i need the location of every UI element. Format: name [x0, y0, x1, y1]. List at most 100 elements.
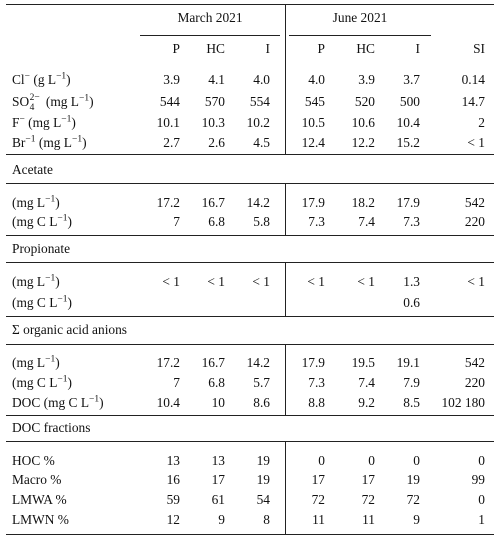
column-header: HC — [206, 41, 225, 56]
table-cell: 8.6 — [253, 395, 270, 410]
rule-march-group — [140, 35, 280, 36]
vsep-ions — [285, 5, 286, 155]
row-label-exponent: −1 — [45, 354, 56, 365]
row-label-close: ) — [67, 375, 72, 390]
table-cell: 61 — [211, 492, 225, 507]
table-cell: 10.5 — [301, 115, 325, 130]
ion-charge-stack: 2− 4 — [29, 93, 40, 113]
row-label: (mg L−1) — [12, 274, 60, 290]
table-cell: 19 — [256, 453, 270, 468]
ion-symbol: Br−1 — [12, 135, 36, 151]
table-cell: 3.7 — [403, 72, 420, 87]
table-cell: 14.7 — [461, 94, 485, 109]
vsep-doc — [285, 442, 286, 534]
rule-acetate-title — [6, 183, 494, 184]
column-header: I — [415, 41, 420, 56]
table-cell: 0 — [318, 453, 325, 468]
ion-symbol: F− — [12, 115, 25, 131]
row-label-text: DOC (mg C L — [12, 395, 89, 410]
ion-unit-close: ) — [89, 94, 94, 109]
column-header: HC — [356, 41, 375, 56]
table-cell: 11 — [362, 512, 375, 527]
table-cell: 4.1 — [208, 72, 225, 87]
ion-unit-exponent: −1 — [61, 114, 72, 125]
table-cell: 1 — [478, 512, 485, 527]
table-cell: 12.4 — [301, 135, 325, 150]
ion-label: Br−1 (mg L−1) — [12, 135, 87, 151]
table-cell: 17.9 — [396, 195, 420, 210]
row-label-close: ) — [55, 274, 60, 289]
table-cell: 570 — [204, 94, 225, 109]
table-cell: 17 — [311, 472, 325, 487]
ion-charge: 2− — [29, 93, 40, 103]
row-label-text: (mg L — [12, 195, 46, 210]
row-label: LMWA % — [12, 492, 67, 507]
table-cell: 14.2 — [246, 355, 270, 370]
row-label: (mg L−1) — [12, 195, 60, 211]
table-cell: 18.2 — [351, 195, 375, 210]
ion-unit-exponent: −1 — [78, 93, 90, 104]
table-cell: 7 — [173, 375, 180, 390]
vsep-acetate — [285, 184, 286, 235]
ion-symbol: Cl− — [12, 72, 30, 88]
table-cell: 1.3 — [403, 274, 420, 289]
column-header: SI — [473, 41, 485, 56]
ion-unit-close: ) — [71, 115, 76, 130]
row-label: (mg C L−1) — [12, 375, 72, 391]
row-label-text: (mg C L — [12, 295, 58, 310]
section-title-doc: DOC fractions — [12, 420, 91, 435]
row-label-text: (mg C L — [12, 214, 58, 229]
table-cell: 0 — [478, 492, 485, 507]
table-cell: 7.9 — [403, 375, 420, 390]
table-cell: 520 — [354, 94, 375, 109]
ion-charge: −1 — [25, 134, 36, 145]
ion-symbol-text: Cl — [12, 72, 25, 87]
vsep-propionate — [285, 263, 286, 316]
ion-subscript: 4 — [29, 102, 35, 113]
ion-unit: (mg L — [45, 94, 79, 109]
row-label-exponent: −1 — [45, 273, 56, 284]
vsep-organic — [285, 345, 286, 415]
table-cell: 10.2 — [246, 115, 270, 130]
table-cell: 8.5 — [403, 395, 420, 410]
ion-unit-close: ) — [82, 135, 87, 150]
table-cell: 14.2 — [246, 195, 270, 210]
table-cell: 7.4 — [358, 375, 375, 390]
table-cell: 54 — [256, 492, 270, 507]
table-cell: 7.3 — [403, 214, 420, 229]
table-cell: 2.7 — [163, 135, 180, 150]
table-cell: 17.2 — [156, 195, 180, 210]
ion-unit-exponent: −1 — [71, 134, 83, 145]
table-cell: 544 — [159, 94, 180, 109]
table-cell: 16.7 — [201, 355, 225, 370]
table-cell: 17 — [211, 472, 225, 487]
column-header: P — [317, 41, 325, 56]
table-cell: < 1 — [307, 274, 325, 289]
table-cell: 8 — [263, 512, 270, 527]
table-cell: < 1 — [467, 274, 485, 289]
table-cell: 2.6 — [208, 135, 225, 150]
table-cell: 2 — [478, 115, 485, 130]
table-cell: 6.8 — [208, 375, 225, 390]
table-cell: 19.5 — [351, 355, 375, 370]
table-cell: 99 — [471, 472, 485, 487]
row-label: HOC % — [12, 453, 55, 468]
section-title-organic: Σ organic acid anions — [12, 322, 128, 337]
table-cell: 72 — [406, 492, 420, 507]
ion-unit-close: ) — [66, 72, 71, 87]
table-cell: 7.4 — [358, 214, 375, 229]
ion-charge: − — [19, 114, 25, 125]
table-cell: 12 — [166, 512, 180, 527]
table-cell: 13 — [166, 453, 180, 468]
row-label-text: (mg L — [12, 355, 46, 370]
table-cell: 554 — [249, 94, 270, 109]
table-cell: 3.9 — [163, 72, 180, 87]
table-cell: 10.6 — [351, 115, 375, 130]
ion-charge: − — [24, 71, 31, 82]
top-rule — [6, 4, 494, 5]
row-label: DOC (mg C L−1) — [12, 395, 104, 411]
table-cell: < 1 — [207, 274, 225, 289]
header-march: March 2021 — [177, 10, 243, 25]
table-cell: 9.2 — [358, 395, 375, 410]
table-cell: 72 — [361, 492, 375, 507]
